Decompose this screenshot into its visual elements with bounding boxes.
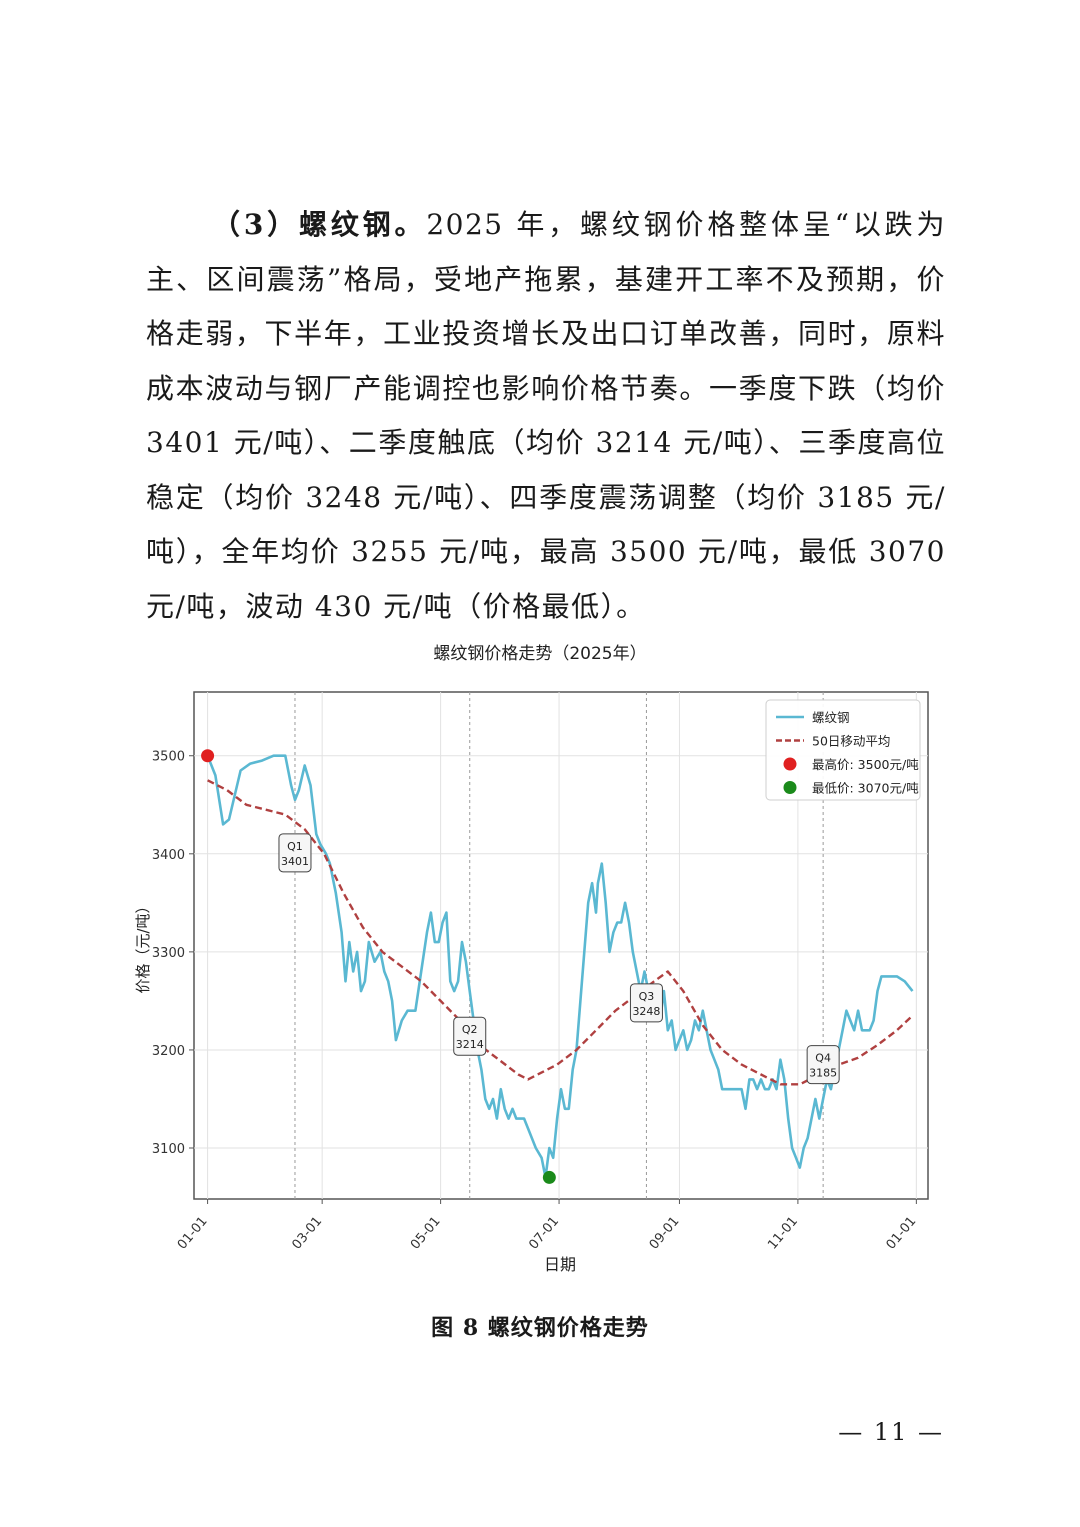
x-tick-label: 03-01 <box>289 1214 325 1253</box>
rebar-price-line <box>206 754 914 1179</box>
price-chart-svg: 螺纹钢价格走势（2025年） 3100 3200 3300 3400 3500 01-0… <box>134 644 929 1274</box>
body-paragraph: （3）螺纹钢。2025 年，螺纹钢价格整体呈“以跌为主、区间震荡”格局，受地产拖… <box>146 198 946 634</box>
quarter-average-value: 3248 <box>632 1005 660 1018</box>
y-tick-label: 3200 <box>152 1044 185 1059</box>
x-tick-label: 05-01 <box>408 1214 444 1253</box>
y-tick-label: 3300 <box>152 946 185 961</box>
quarter-label-box <box>278 833 312 873</box>
quarter-label-box <box>453 1016 487 1056</box>
legend-box <box>765 699 921 801</box>
legend-label: 50日移动平均 <box>812 734 890 749</box>
min-price-marker <box>542 1170 556 1184</box>
y-axis-label: 价格（元/吨） <box>134 898 152 993</box>
quarter-label: Q1 <box>287 840 303 853</box>
quarter-label: Q2 <box>462 1023 478 1036</box>
extreme-markers <box>201 749 556 1184</box>
figure-caption: 图 8 螺纹钢价格走势 <box>431 1315 649 1341</box>
x-tick-label: 01-01 <box>884 1214 920 1253</box>
quarter-label: Q4 <box>815 1052 831 1065</box>
grid-lines <box>194 692 928 1199</box>
quarter-average-value: 3185 <box>809 1067 837 1080</box>
x-axis-ticks: 01-01 03-01 05-01 07-01 09-01 11-01 01-01 <box>175 1199 920 1253</box>
price-chart: 螺纹钢价格走势（2025年） 3100 3200 3300 3400 3500 01-0… <box>120 630 960 1290</box>
legend-label: 最高价: 3500元/吨 <box>812 757 919 772</box>
x-tick-label: 11-01 <box>765 1214 801 1253</box>
x-axis-label: 日期 <box>544 1255 576 1274</box>
x-tick-label: 01-01 <box>175 1214 211 1253</box>
legend-label: 最低价: 3070元/吨 <box>812 781 919 796</box>
y-tick-label: 3500 <box>152 750 185 765</box>
x-tick-label: 09-01 <box>647 1214 683 1253</box>
legend-swatch-dot <box>783 757 797 771</box>
quarter-label-box <box>629 983 663 1023</box>
quarter-label-box <box>806 1045 840 1085</box>
quarter-average-value: 3214 <box>456 1038 484 1051</box>
y-tick-label: 3400 <box>152 848 185 863</box>
paragraph-lead: （3）螺纹钢。 <box>212 208 427 241</box>
chart-title: 螺纹钢价格走势（2025年） <box>433 644 646 664</box>
y-tick-label: 3100 <box>152 1142 185 1157</box>
x-tick-label: 07-01 <box>526 1214 562 1253</box>
series-lines <box>206 754 914 1179</box>
quarter-label: Q3 <box>639 990 655 1003</box>
quarter-labels: Q1 3401 Q2 3214 Q3 3248 Q4 3185 <box>278 833 840 1085</box>
y-axis-ticks: 3100 3200 3300 3400 3500 <box>152 750 194 1157</box>
paragraph-body: 2025 年，螺纹钢价格整体呈“以跌为主、区间震荡”格局，受地产拖累，基建开工率… <box>146 208 946 623</box>
legend-label: 螺纹钢 <box>812 710 850 725</box>
legend-swatch-dot <box>783 781 797 794</box>
quarter-average-value: 3401 <box>281 855 309 868</box>
moving-average-line <box>207 779 914 1086</box>
page-number: — 11 — <box>838 1418 944 1446</box>
max-price-marker <box>201 749 215 763</box>
